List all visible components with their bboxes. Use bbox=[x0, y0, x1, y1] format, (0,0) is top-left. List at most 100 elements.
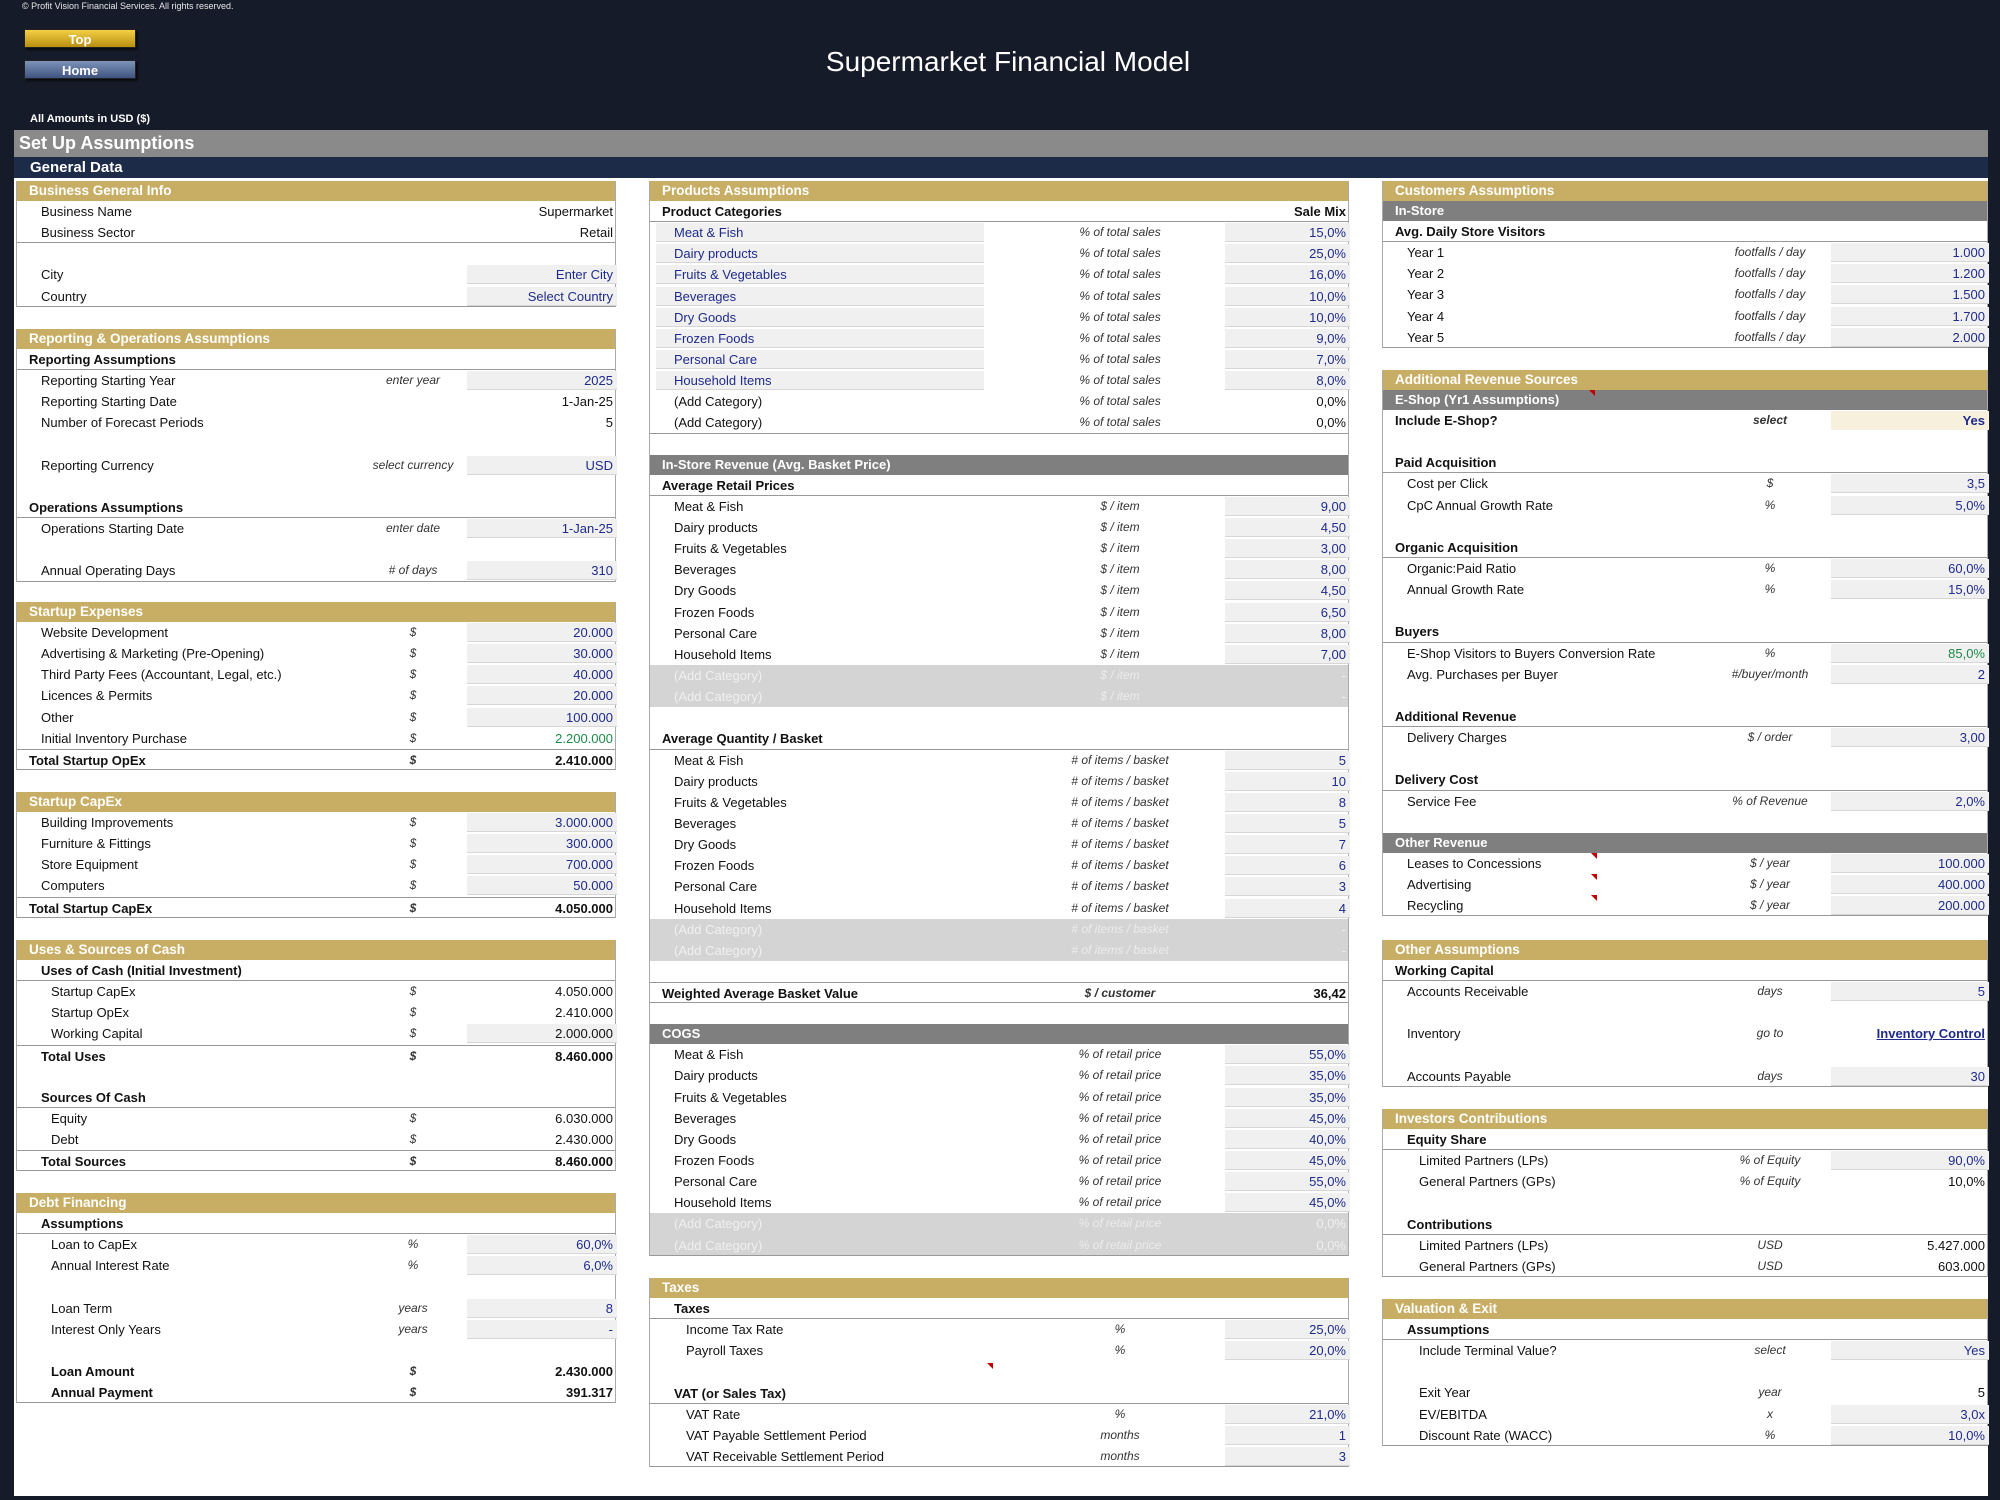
store-equipment-input[interactable]: 700.000 bbox=[467, 855, 617, 875]
quantity-input[interactable]: 8 bbox=[1225, 792, 1350, 812]
wacc-input[interactable]: 10,0% bbox=[1831, 1425, 1989, 1445]
country-select[interactable]: Select Country bbox=[467, 286, 617, 306]
vat-rate-input[interactable]: 21,0% bbox=[1225, 1404, 1350, 1424]
furniture-fittings-input[interactable]: 300.000 bbox=[467, 834, 617, 854]
cogs-input[interactable]: 45,0% bbox=[1225, 1108, 1350, 1128]
quantity-input[interactable]: 6 bbox=[1225, 856, 1350, 876]
working-capital-input[interactable]: 2.000.000 bbox=[467, 1024, 617, 1044]
advertising-preopening-input[interactable]: 30.000 bbox=[467, 644, 617, 664]
cogs-input[interactable]: 45,0% bbox=[1225, 1193, 1350, 1213]
sale-mix-input[interactable]: 9,0% bbox=[1225, 328, 1350, 348]
sale-mix-input[interactable]: 10,0% bbox=[1225, 307, 1350, 327]
category-name-input[interactable]: Dairy products bbox=[674, 246, 758, 262]
row-label: Income Tax Rate bbox=[686, 1322, 784, 1338]
vat-receivable-input[interactable]: 3 bbox=[1225, 1446, 1350, 1466]
daily-visitors-input[interactable]: 1.700 bbox=[1831, 306, 1989, 326]
inventory-control-link[interactable]: Inventory Control bbox=[1876, 1026, 1985, 1042]
daily-visitors-input[interactable]: 1.000 bbox=[1831, 243, 1989, 263]
category-name-input[interactable]: Dry Goods bbox=[674, 309, 737, 325]
comment-marker-icon[interactable] bbox=[987, 1363, 993, 1370]
category-name-input[interactable]: Personal Care bbox=[674, 351, 758, 367]
sale-mix-input[interactable]: 7,0% bbox=[1225, 349, 1350, 369]
computers-input[interactable]: 50.000 bbox=[467, 876, 617, 896]
retail-price-input[interactable]: 3,00 bbox=[1225, 539, 1350, 559]
delivery-charges-input[interactable]: 3,00 bbox=[1831, 728, 1989, 748]
terminal-value-select[interactable]: Yes bbox=[1831, 1341, 1989, 1361]
quantity-input[interactable]: 5 bbox=[1225, 750, 1350, 770]
retail-price-input[interactable]: 7,00 bbox=[1225, 644, 1350, 664]
retail-price-input[interactable]: 8,00 bbox=[1225, 560, 1350, 580]
cogs-input[interactable]: 35,0% bbox=[1225, 1066, 1350, 1086]
website-development-input[interactable]: 20.000 bbox=[467, 623, 617, 642]
retail-price-input[interactable]: 9,00 bbox=[1225, 496, 1350, 516]
leases-concessions-input[interactable]: 100.000 bbox=[1831, 853, 1989, 873]
quantity-input[interactable]: 4 bbox=[1225, 898, 1350, 918]
sale-mix-input[interactable]: 15,0% bbox=[1225, 223, 1350, 243]
building-improvements-input[interactable]: 3.000.000 bbox=[467, 813, 617, 832]
recycling-input[interactable]: 200.000 bbox=[1831, 896, 1989, 916]
cogs-input[interactable]: 35,0% bbox=[1225, 1087, 1350, 1107]
cpc-growth-input[interactable]: 5,0% bbox=[1831, 495, 1989, 515]
retail-price-input[interactable]: 6,50 bbox=[1225, 602, 1350, 622]
quantity-input[interactable]: 5 bbox=[1225, 813, 1350, 833]
quantity-input[interactable]: 3 bbox=[1225, 877, 1350, 897]
sale-mix-input[interactable]: 8,0% bbox=[1225, 371, 1350, 391]
category-name-input[interactable]: Frozen Foods bbox=[674, 330, 755, 346]
comment-marker-icon[interactable] bbox=[1591, 852, 1597, 859]
daily-visitors-input[interactable]: 1.500 bbox=[1831, 285, 1989, 305]
loan-to-capex-input[interactable]: 60,0% bbox=[467, 1235, 617, 1255]
category-name-input[interactable]: Household Items bbox=[674, 373, 772, 389]
interest-rate-input[interactable]: 6,0% bbox=[467, 1256, 617, 1276]
quantity-input[interactable]: 7 bbox=[1225, 835, 1350, 855]
purchases-per-buyer-input[interactable]: 2 bbox=[1831, 664, 1989, 684]
category-name-input[interactable]: Beverages bbox=[674, 288, 737, 304]
daily-visitors-input[interactable]: 1.200 bbox=[1831, 264, 1989, 284]
reporting-year-input[interactable]: 2025 bbox=[467, 371, 617, 391]
cogs-input[interactable]: 40,0% bbox=[1225, 1129, 1350, 1149]
vat-payable-input[interactable]: 1 bbox=[1225, 1425, 1350, 1445]
conversion-rate-input[interactable]: 85,0% bbox=[1831, 643, 1989, 663]
quantity-input[interactable]: 10 bbox=[1225, 771, 1350, 791]
cogs-input[interactable]: 55,0% bbox=[1225, 1045, 1350, 1065]
other-expenses-input[interactable]: 100.000 bbox=[467, 707, 617, 727]
row-unit: % of retail price bbox=[1078, 1047, 1162, 1062]
interest-only-years-input[interactable]: - bbox=[467, 1319, 617, 1339]
organic-growth-input[interactable]: 15,0% bbox=[1831, 580, 1989, 600]
currency-select[interactable]: USD bbox=[467, 455, 617, 475]
category-name-input[interactable]: Fruits & Vegetables bbox=[674, 267, 787, 283]
licences-permits-input[interactable]: 20.000 bbox=[467, 686, 617, 706]
comment-marker-icon[interactable] bbox=[1589, 390, 1595, 396]
service-fee-input[interactable]: 2,0% bbox=[1831, 791, 1989, 811]
payroll-taxes-input[interactable]: 20,0% bbox=[1225, 1341, 1350, 1361]
accounts-receivable-input[interactable]: 5 bbox=[1831, 982, 1989, 1002]
comment-marker-icon[interactable] bbox=[1591, 895, 1597, 902]
cost-per-click-input[interactable]: 3,5 bbox=[1831, 474, 1989, 494]
income-tax-input[interactable]: 25,0% bbox=[1225, 1320, 1350, 1340]
sale-mix-input[interactable]: 16,0% bbox=[1225, 265, 1350, 285]
category-name-input[interactable]: Meat & Fish bbox=[674, 225, 744, 241]
top-button[interactable]: Top bbox=[24, 29, 136, 48]
advertising-revenue-input[interactable]: 400.000 bbox=[1831, 874, 1989, 894]
retail-price-input[interactable]: 4,50 bbox=[1225, 581, 1350, 601]
lp-equity-input[interactable]: 90,0% bbox=[1831, 1151, 1989, 1171]
operations-date-input[interactable]: 1-Jan-25 bbox=[467, 519, 617, 539]
accounts-payable-input[interactable]: 30 bbox=[1831, 1066, 1989, 1086]
comment-marker-icon[interactable] bbox=[1591, 873, 1597, 880]
operating-days-input[interactable]: 310 bbox=[467, 561, 617, 581]
ev-ebitda-input[interactable]: 3,0x bbox=[1831, 1404, 1989, 1424]
retail-price-input[interactable]: 8,00 bbox=[1225, 623, 1350, 643]
include-eshop-select[interactable]: Yes bbox=[1831, 411, 1989, 430]
category-name-input[interactable]: (Add Category) bbox=[674, 415, 763, 431]
city-input[interactable]: Enter City bbox=[467, 265, 617, 285]
cogs-input[interactable]: 55,0% bbox=[1225, 1172, 1350, 1192]
loan-term-input[interactable]: 8 bbox=[467, 1298, 617, 1318]
sale-mix-input[interactable]: 25,0% bbox=[1225, 244, 1350, 264]
organic-ratio-input[interactable]: 60,0% bbox=[1831, 558, 1989, 578]
retail-price-input[interactable]: 4,50 bbox=[1225, 517, 1350, 537]
home-button[interactable]: Home bbox=[24, 60, 136, 79]
sale-mix-input[interactable]: 10,0% bbox=[1225, 286, 1350, 306]
category-name-input[interactable]: (Add Category) bbox=[674, 394, 763, 410]
third-party-fees-input[interactable]: 40.000 bbox=[467, 665, 617, 685]
cogs-input[interactable]: 45,0% bbox=[1225, 1151, 1350, 1171]
daily-visitors-input[interactable]: 2.000 bbox=[1831, 327, 1989, 347]
